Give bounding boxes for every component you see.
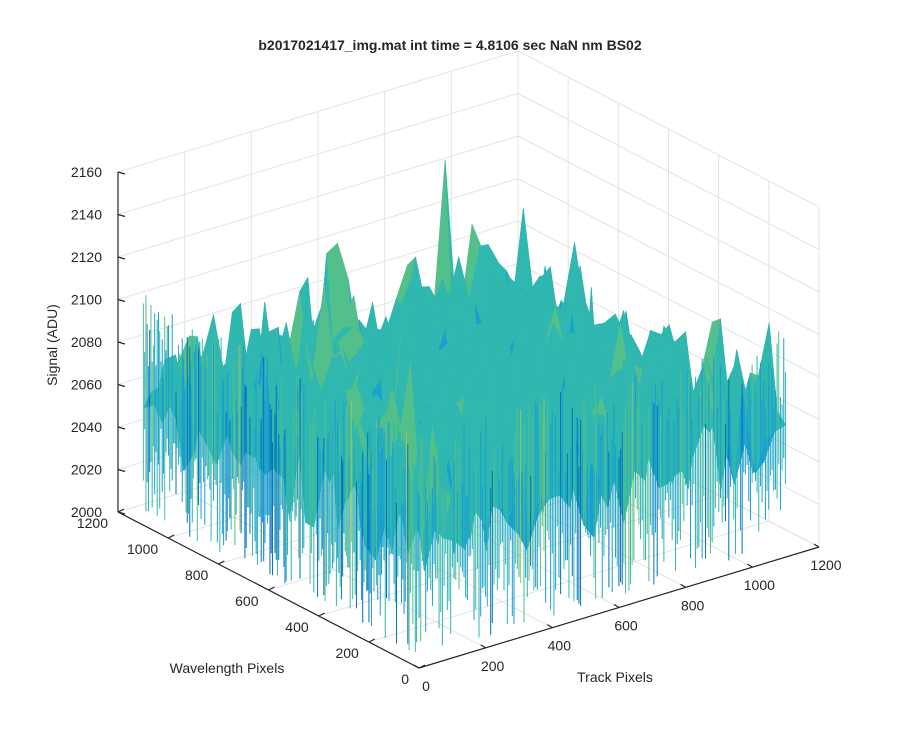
axes [117,171,820,669]
z-tick-label: 2000 [71,504,102,520]
y-tick-mark [167,534,175,539]
x-tick-label: 200 [481,658,505,674]
y-tick-mark [368,638,376,643]
grid-back-z [117,93,519,215]
y-tick-label: 800 [185,567,209,583]
z-tick-mark [117,341,126,345]
z-tick-label: 2080 [71,334,102,350]
x-tick-mark [680,583,686,588]
z-tick-label: 2120 [71,249,102,265]
x-tick-mark [547,624,553,629]
grid-side-z [517,50,820,208]
chart-title: b2017021417_img.mat int time = 4.8106 se… [258,37,641,53]
z-tick-label: 2140 [71,207,102,223]
y-axis-label: Wavelength Pixels [170,660,285,676]
x-tick-mark [480,644,486,649]
z-tick-mark [117,511,126,515]
surface-plot [142,159,786,652]
tick-labels: 0 200 400 600 800 1000 1200 0 200 400 600 800 1000 12… [71,164,842,694]
x-tick-label: 600 [614,618,638,634]
z-tick-mark [117,171,126,175]
z-tick-mark [117,256,126,260]
y-tick-mark [117,508,125,513]
z-tick-label: 2060 [71,377,102,393]
z-tick-mark [117,426,126,430]
x-tick-label: 1000 [744,577,775,593]
z-tick-mark [117,468,126,473]
y-tick-label: 400 [285,619,309,635]
grid-side-z [517,178,820,335]
x-tick-label: 800 [681,597,705,613]
z-tick-label: 2040 [71,419,102,435]
grid-back-z [117,50,519,173]
grid-back-z [117,220,519,343]
z-tick-label: 2100 [71,292,102,308]
z-tick-mark [117,383,126,388]
x-tick-label: 1200 [810,557,841,573]
surface-edge-spikes [142,295,786,652]
y-tick-mark [268,586,275,591]
y-tick-label: 1000 [127,541,158,557]
y-tick-mark [318,612,325,617]
y-tick-mark [218,560,225,565]
x-tick-mark [413,664,420,669]
grid-back-z [117,178,519,300]
y-tick-label: 600 [235,593,259,609]
z-tick-label: 2020 [71,462,102,478]
x-tick-label: 400 [548,638,572,654]
x-tick-mark [813,543,820,548]
grid-side-z [517,93,820,250]
y-tick-mark [418,664,426,669]
z-tick-label: 2160 [71,164,102,180]
x-tick-mark [747,563,753,568]
z-tick-mark [117,213,126,218]
y-tick-label: 0 [401,671,409,687]
grid-back-z [117,135,519,258]
x-tick-label: 0 [422,678,430,694]
z-axis-label: Signal (ADU) [44,304,60,386]
x-axis-label: Track Pixels [577,669,653,685]
y-tick-label: 1200 [77,515,108,531]
grid-side-z [517,135,820,293]
x-tick-mark [613,603,620,609]
y-tick-label: 200 [335,645,359,661]
z-tick-mark [117,298,126,303]
